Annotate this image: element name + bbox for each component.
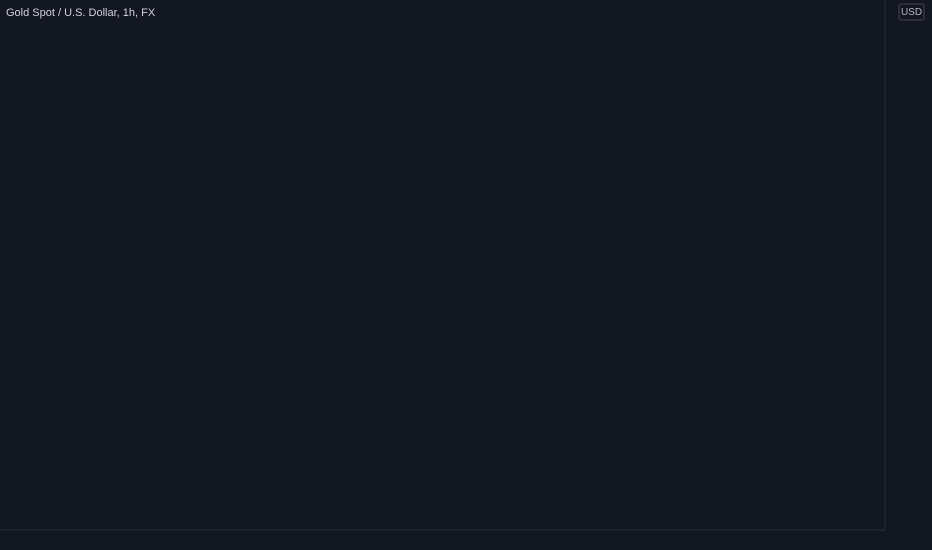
currency-box[interactable] bbox=[898, 3, 925, 21]
chart-title: Gold Spot / U.S. Dollar, 1h, FX bbox=[6, 7, 156, 19]
price-axis bbox=[885, 0, 932, 550]
time-axis bbox=[0, 530, 932, 550]
currency: USD bbox=[901, 7, 922, 18]
